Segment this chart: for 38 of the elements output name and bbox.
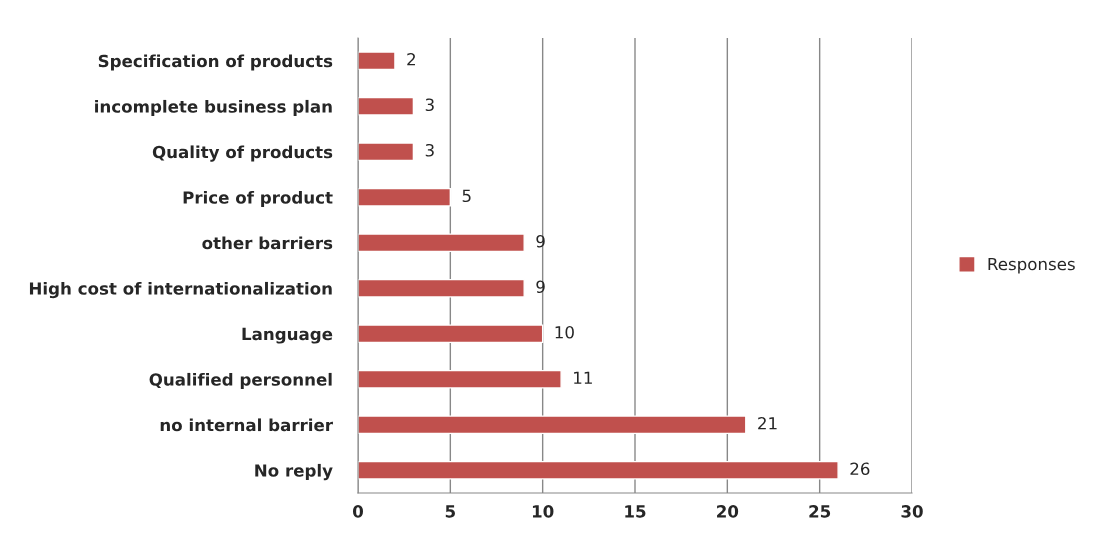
data-label: 11 bbox=[574, 371, 592, 384]
y-tick-label: High cost of internationalization bbox=[29, 281, 332, 299]
y-tick-label: No reply bbox=[255, 463, 333, 481]
y-tick-label: Specification of products bbox=[98, 54, 333, 71]
x-tick-label: 20 bbox=[717, 505, 739, 518]
legend-label: Responses bbox=[988, 257, 1075, 274]
y-tick-label: Language bbox=[242, 327, 333, 344]
bar bbox=[358, 324, 544, 344]
data-label: 3 bbox=[425, 143, 434, 157]
data-label: 10 bbox=[555, 325, 574, 339]
y-tick-label: Price of product bbox=[183, 190, 333, 208]
x-tick-label: 25 bbox=[809, 505, 831, 518]
bar bbox=[358, 460, 839, 480]
y-tick-label: no internal barrier bbox=[160, 418, 333, 432]
data-label: 21 bbox=[758, 416, 777, 430]
bar bbox=[358, 51, 396, 71]
data-label: 9 bbox=[536, 234, 545, 248]
data-label: 26 bbox=[850, 462, 870, 476]
x-tick-label: 15 bbox=[625, 505, 646, 518]
bar bbox=[358, 233, 525, 253]
data-label: 3 bbox=[425, 98, 434, 112]
data-label: 5 bbox=[462, 189, 471, 203]
y-tick-label: incomplete business plan bbox=[95, 99, 332, 117]
bar bbox=[358, 187, 452, 207]
bar bbox=[358, 415, 747, 435]
bar bbox=[358, 96, 415, 116]
bar bbox=[358, 369, 562, 389]
bar bbox=[358, 142, 415, 162]
data-label: 2 bbox=[407, 52, 415, 66]
x-tick-label: 0 bbox=[353, 505, 363, 518]
x-tick-label: 10 bbox=[532, 505, 554, 518]
y-tick-label: Qualified personnel bbox=[149, 372, 332, 390]
x-tick-label: 5 bbox=[445, 505, 455, 518]
x-tick-label: 30 bbox=[901, 505, 923, 518]
bar bbox=[358, 278, 525, 298]
y-tick-label: Quality of products bbox=[152, 145, 333, 162]
data-label: 9 bbox=[536, 280, 545, 294]
y-tick-label: other barriers bbox=[202, 236, 333, 250]
